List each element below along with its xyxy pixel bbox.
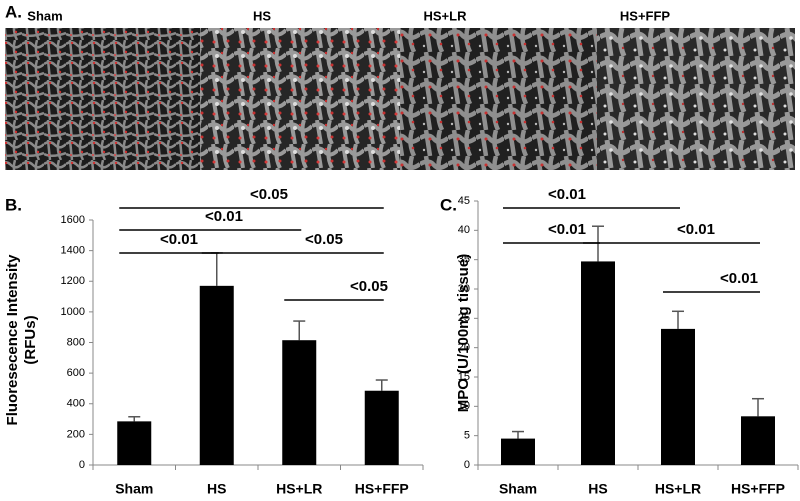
y-tick-label: 15 [458, 371, 470, 383]
y-tick-label: 1600 [61, 214, 85, 226]
bar [282, 340, 317, 465]
y-tick-label: 5 [464, 430, 470, 442]
y-tick-label: 1200 [61, 275, 85, 287]
significance-label: <0.01 [160, 231, 198, 248]
x-tick-label: HS+LR [655, 481, 701, 497]
bar [501, 438, 535, 465]
bar [741, 416, 775, 465]
x-tick-label: HS+LR [276, 481, 322, 497]
y-tick-label: 200 [67, 428, 85, 440]
bar [661, 328, 695, 465]
image-label: Sham [27, 8, 62, 23]
y-tick-label: 30 [458, 283, 470, 295]
significance-label: <0.01 [205, 208, 243, 225]
image-label: HS+FFP [620, 8, 671, 23]
image-label: HS+LR [424, 8, 468, 23]
panel-label: A. [5, 2, 22, 21]
x-tick-label: HS [207, 481, 226, 497]
significance-label: <0.01 [548, 221, 586, 238]
significance-label: <0.05 [350, 278, 388, 295]
x-tick-label: HS+FFP [355, 481, 409, 497]
y-axis-label: (RFUs) [22, 315, 39, 364]
significance-label: <0.01 [548, 186, 586, 203]
image-label: HS [253, 8, 271, 23]
y-tick-label: 0 [79, 459, 85, 471]
y-tick-label: 800 [67, 336, 85, 348]
bar [364, 390, 399, 465]
x-tick-label: Sham [499, 481, 537, 497]
micrograph [200, 28, 400, 170]
micrograph [5, 28, 200, 170]
y-tick-label: 35 [458, 254, 470, 266]
y-axis-label: Fluoresecence Intensity [4, 254, 21, 426]
y-tick-label: 20 [458, 342, 470, 354]
x-tick-label: Sham [115, 481, 153, 497]
x-tick-label: HS+FFP [731, 481, 785, 497]
y-tick-label: 1400 [61, 245, 85, 257]
micrograph [400, 28, 597, 170]
panel-label: C. [440, 195, 457, 214]
y-tick-label: 0 [464, 459, 470, 471]
y-tick-label: 40 [458, 224, 470, 236]
y-tick-label: 25 [458, 312, 470, 324]
y-tick-label: 10 [458, 400, 470, 412]
panel-label: B. [5, 195, 22, 214]
y-tick-label: 400 [67, 398, 85, 410]
significance-label: <0.01 [677, 221, 715, 238]
significance-label: <0.01 [720, 270, 758, 287]
bar [581, 261, 615, 465]
y-tick-label: 600 [67, 367, 85, 379]
micrograph [597, 28, 795, 170]
y-axis-label: MPO (U/100mg tissue) [455, 254, 472, 412]
bar [117, 421, 152, 465]
significance-label: <0.05 [250, 186, 288, 203]
x-tick-label: HS [588, 481, 607, 497]
y-tick-label: 45 [458, 195, 470, 207]
bar [199, 285, 234, 465]
y-tick-label: 1000 [61, 306, 85, 318]
significance-label: <0.05 [305, 231, 343, 248]
